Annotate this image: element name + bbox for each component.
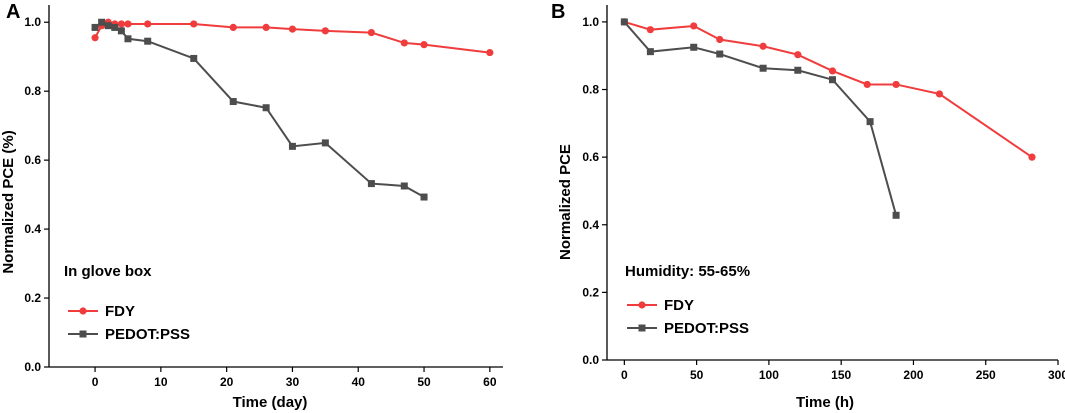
chart-b-series-pedot-pss-point (866, 118, 874, 126)
chart-b-x-tick-label: 250 (976, 368, 996, 382)
chart-b-series-fdy-point (690, 22, 698, 30)
chart-a-series-pedot-pss-point (111, 23, 119, 31)
chart-b-series-pedot-pss-point (690, 43, 698, 51)
chart-a-xlabel: Time (day) (233, 394, 308, 411)
chart-a-y-tick-label: 0.0 (24, 360, 41, 374)
chart-a-y-tick-label: 0.2 (24, 291, 41, 305)
panel-letter-b: B (551, 1, 565, 23)
chart-a-series-pedot-pss-point (420, 193, 428, 201)
chart-b-series-fdy-point (892, 80, 900, 89)
chart-a-series-fdy-point (190, 20, 198, 28)
chart-a-x-tick-label: 20 (220, 375, 234, 389)
legend-b-fdy-marker (638, 301, 646, 309)
chart-a-series-pedot-pss-point (288, 142, 296, 150)
chart-b-annotation: Humidity: 55-65% (625, 263, 750, 280)
chart-b-series-fdy-line (624, 20, 1033, 158)
chart-a-series-pedot-pss-point (91, 23, 99, 31)
chart-a-series-fdy-point (91, 34, 99, 42)
chart-b-series-fdy-point (863, 80, 871, 89)
chart-a-x-tick-label: 10 (154, 375, 168, 389)
chart-a-series-pedot-pss-point (190, 54, 198, 62)
chart-b-series-pedot-pss-point (829, 76, 836, 84)
chart-a-series-fdy-point (367, 28, 376, 37)
panel-b: B 0 50 100 150 200 250 300 0.0 0.2 0.4 0.6 0.8 1.0 H… (551, 1, 1065, 411)
chart-a-series-pedot-pss-point (262, 104, 270, 112)
chart-a-series-pedot-pss-point (321, 139, 329, 147)
chart-b-y-tick-label: 0.2 (582, 285, 599, 299)
chart-a-series-fdy-point (229, 23, 237, 32)
chart-b-x-tick-label: 100 (759, 368, 779, 382)
chart-b-xlabel: Time (h) (796, 394, 854, 411)
chart-b-series-fdy-point (935, 90, 944, 98)
chart-b-y-tick-label: 1.0 (582, 15, 599, 29)
chart-a-series-fdy-point (321, 27, 329, 35)
chart-b-y-tick-label: 0.4 (582, 218, 599, 232)
chart-a-series-pedot-pss-point (144, 37, 152, 45)
chart-a-series-fdy-point (400, 39, 408, 47)
chart-b-series-pedot-pss-point (716, 50, 724, 58)
chart-b-legend: FDY PEDOT:PSS (627, 297, 749, 337)
chart-a-ylabel: Normalized PCE (%) (0, 130, 17, 273)
legend-a-pedot-pss-marker (79, 330, 87, 338)
chart-a-series-pedot-pss-point (124, 35, 132, 43)
chart-a-series-fdy-point (288, 25, 297, 33)
legend-b-fdy-label: FDY (664, 297, 694, 314)
chart-a-x-tick-label: 40 (352, 375, 366, 389)
chart-a-series-pedot-pss-point (104, 22, 112, 30)
chart-a-series-pedot-pss-point (98, 18, 106, 26)
legend-a-fdy-label: FDY (105, 303, 135, 320)
chart-b-series-pedot-pss-point (794, 66, 802, 74)
legend-b-pedot-pss-marker (638, 324, 646, 332)
chart-a-series-fdy-point (486, 48, 494, 57)
chart-b-x-tick-label: 300 (1048, 368, 1065, 382)
chart-a-x-tick-label: 60 (483, 375, 497, 389)
chart-a-y-tick-label: 0.6 (24, 153, 41, 167)
chart-b-y-tick-label: 0.0 (582, 353, 599, 367)
chart-a-x-tick-label: 30 (286, 375, 300, 389)
chart-a-series-fdy-point (144, 20, 152, 28)
chart-a-series-pedot-pss-line (94, 21, 425, 198)
chart-a-legend: FDY PEDOT:PSS (68, 303, 190, 343)
chart-a-y-tick-label: 0.4 (24, 222, 41, 236)
legend-a-pedot-pss-label: PEDOT:PSS (105, 326, 190, 343)
chart-b-series-pedot-pss-point (892, 211, 900, 219)
chart-a-y-tick-label: 1.0 (24, 15, 41, 29)
legend-b-pedot-pss-label: PEDOT:PSS (664, 320, 749, 337)
chart-a-series-pedot-pss-point (367, 180, 375, 188)
chart-b-series-pedot-pss-point (646, 48, 654, 56)
chart-a-x-tick-label: 0 (92, 375, 99, 389)
chart-a-annotation: In glove box (64, 263, 152, 280)
chart-a-series-fdy-point (420, 41, 428, 49)
chart-a-x-tick-label: 50 (417, 375, 431, 389)
chart-a-series-pedot-pss-point (229, 98, 237, 106)
chart-b-series-fdy-point (759, 42, 767, 50)
chart-b-x-tick-label: 200 (903, 368, 923, 382)
chart-a-series-pedot-pss-point (400, 182, 408, 190)
chart-a-series-fdy-point (124, 20, 132, 28)
chart-b-series-fdy-point (828, 67, 837, 75)
chart-b-ylabel: Normalized PCE (557, 144, 574, 260)
panel-a: A 0 10 20 30 40 50 60 0.0 0.2 0.4 0.6 0.8 1.0 In glo… (0, 1, 503, 411)
chart-a-series-pedot-pss-point (117, 27, 125, 35)
chart-b-plot: 0 50 100 150 200 250 300 0.0 0.2 0.4 0.6 0.8 1.0 (582, 5, 1065, 382)
chart-b-y-tick-label: 0.8 (582, 83, 599, 97)
chart-a-series-fdy-point (262, 23, 270, 32)
chart-a-y-tick-label: 0.8 (24, 84, 41, 98)
chart-b-series-fdy-point (646, 26, 654, 34)
chart-a-plot: 0 10 20 30 40 50 60 0.0 0.2 0.4 0.6 0.8 1.0 (24, 5, 503, 389)
chart-a-series-fdy-point (117, 20, 125, 28)
chart-b-series-fdy-point (1028, 153, 1036, 161)
chart-b-series-pedot-pss-point (620, 18, 628, 26)
chart-b-y-tick-label: 0.6 (582, 150, 599, 164)
legend-a-fdy-marker (79, 307, 87, 315)
chart-b-series-fdy-point (716, 35, 724, 44)
chart-b-x-tick-label: 0 (621, 368, 628, 382)
chart-b-series-pedot-pss-line (623, 21, 898, 216)
chart-b-series-fdy-point (794, 51, 802, 59)
chart-b-series-pedot-pss-point (759, 64, 767, 72)
chart-b-x-tick-label: 50 (690, 368, 704, 382)
chart-b-x-tick-label: 150 (831, 368, 851, 382)
panel-letter-a: A (6, 1, 20, 23)
